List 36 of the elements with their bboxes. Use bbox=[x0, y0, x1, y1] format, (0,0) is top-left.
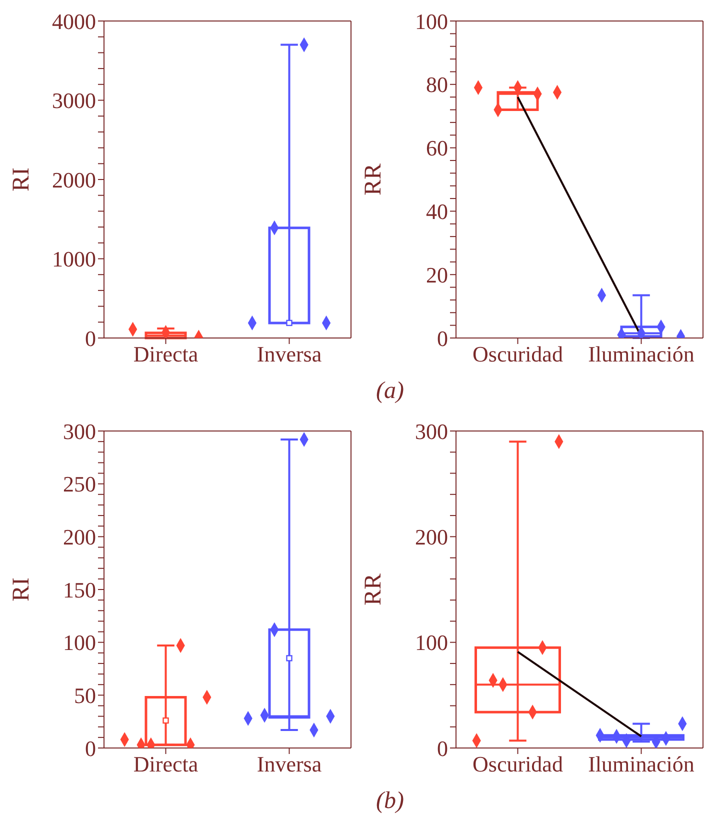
text: (b) bbox=[376, 788, 404, 814]
x-tick-label: Iluminación bbox=[588, 752, 694, 777]
y-tick-label: 4000 bbox=[52, 8, 96, 34]
y-tick-label: 2000 bbox=[52, 167, 96, 192]
y-tick-label: 0 bbox=[85, 326, 96, 351]
y-axis-title: RR bbox=[360, 573, 387, 606]
x-tick-label: Oscuridad bbox=[472, 342, 563, 367]
y-tick-label: 0 bbox=[437, 736, 448, 761]
y-tick-label: 20 bbox=[426, 262, 448, 288]
x-tick-label: Inversa bbox=[256, 752, 322, 777]
y-tick-label: 200 bbox=[415, 524, 448, 550]
y-tick-label: 100 bbox=[415, 8, 448, 34]
y-tick-label: 100 bbox=[415, 630, 448, 656]
y-tick-label: 100 bbox=[63, 630, 96, 656]
x-tick-label: Inversa bbox=[256, 342, 322, 367]
y-tick-label: 80 bbox=[426, 72, 448, 98]
y-tick-label: 60 bbox=[426, 136, 448, 161]
x-tick-label: Directa bbox=[133, 752, 198, 777]
y-axis-title: RR bbox=[360, 163, 387, 196]
y-tick-label: 1000 bbox=[52, 246, 96, 272]
y-tick-label: 150 bbox=[63, 577, 96, 602]
y-axis-title: RI bbox=[8, 577, 35, 602]
y-tick-label: 0 bbox=[85, 736, 96, 761]
y-tick-label: 300 bbox=[415, 418, 448, 444]
x-tick-label: Directa bbox=[133, 342, 198, 367]
text: (a) bbox=[376, 378, 404, 404]
y-tick-label: 200 bbox=[63, 524, 96, 550]
y-tick-label: 3000 bbox=[52, 88, 96, 114]
y-tick-label: 50 bbox=[74, 682, 96, 708]
y-tick-label: 40 bbox=[426, 199, 448, 224]
x-tick-label: Iluminación bbox=[588, 342, 694, 367]
x-tick-label: Oscuridad bbox=[472, 752, 563, 777]
y-tick-label: 0 bbox=[437, 326, 448, 351]
y-tick-label: 300 bbox=[63, 418, 96, 444]
y-tick-label: 250 bbox=[63, 472, 96, 497]
y-axis-title: RI bbox=[8, 167, 35, 192]
